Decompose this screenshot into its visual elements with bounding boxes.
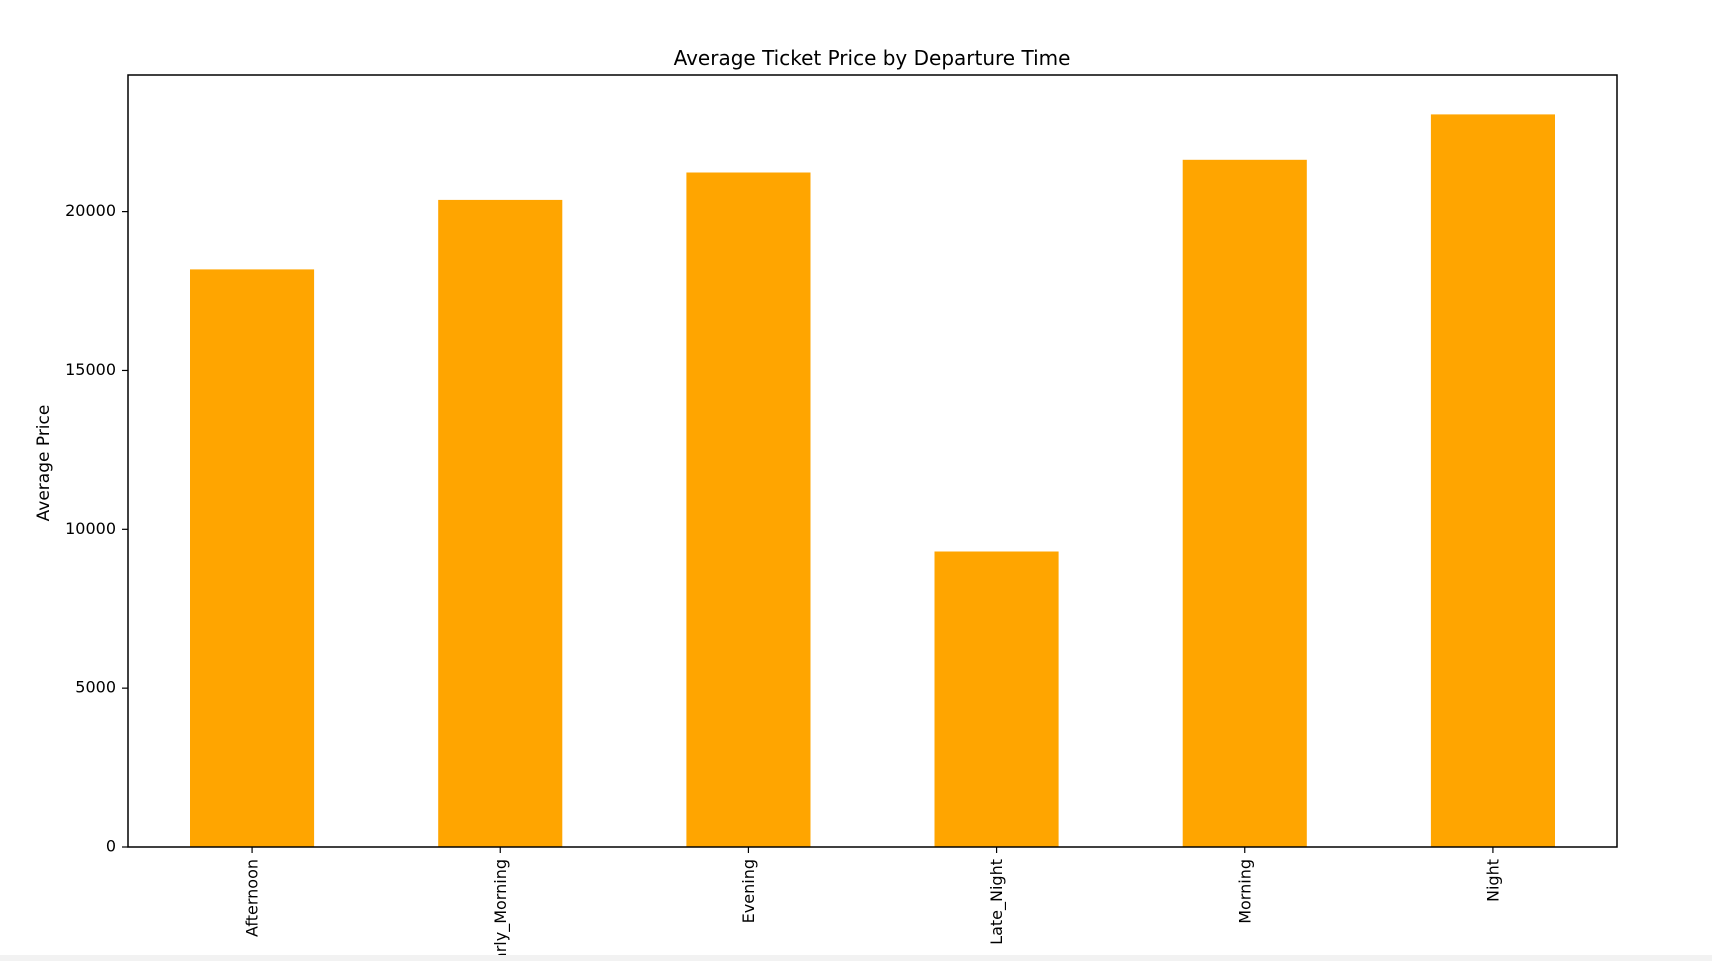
bar-morning: [1182, 159, 1307, 848]
y-tick-label: 20000: [65, 201, 116, 220]
y-tick-label: 5000: [75, 678, 116, 697]
bar-early-morning: [438, 199, 563, 847]
bars: [190, 114, 1555, 848]
y-axis-label: Average Price: [34, 405, 54, 522]
y-tick-label: 15000: [65, 360, 116, 379]
chart-title: Average Ticket Price by Departure Time: [674, 46, 1071, 70]
y-tick-label: 0: [106, 837, 116, 856]
x-tick-label: Early_Morning: [491, 859, 511, 961]
bar-evening: [686, 172, 811, 847]
y-axis-ticks: 0 5000 10000 15000 20000: [65, 201, 128, 856]
bottom-strip: [0, 955, 1712, 961]
bar-late-night: [934, 551, 1059, 847]
x-tick-label: Morning: [1235, 859, 1254, 924]
x-tick-label: Evening: [739, 859, 758, 923]
plot-frame: [127, 74, 1618, 848]
y-tick-label: 10000: [65, 519, 116, 538]
bar-afternoon: [190, 269, 315, 847]
x-tick-label: Afternoon: [243, 859, 262, 937]
plot-area: 0 5000 10000 15000 20000 Afternoon Early_Morn…: [65, 74, 1618, 961]
x-tick-label: Late_Night: [987, 859, 1007, 945]
bar-night: [1430, 114, 1555, 847]
x-axis-ticks: Afternoon Early_Morning Evening Late_Night M…: [243, 847, 1502, 961]
x-tick-label: Night: [1483, 859, 1502, 902]
